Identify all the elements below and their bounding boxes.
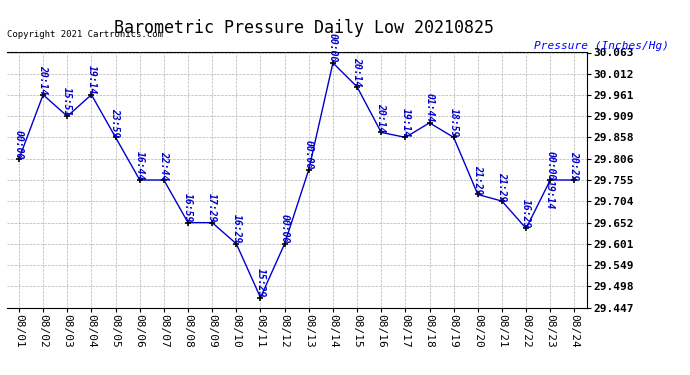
Text: 00:00: 00:00 (328, 33, 338, 63)
Text: 15:29: 15:29 (255, 268, 266, 298)
Text: 00:00: 00:00 (545, 151, 555, 180)
Text: 19:14: 19:14 (545, 180, 555, 209)
Text: Barometric Pressure Daily Low 20210825: Barometric Pressure Daily Low 20210825 (114, 19, 493, 37)
Text: 16:29: 16:29 (231, 214, 241, 244)
Text: 23:59: 23:59 (110, 108, 121, 137)
Text: 00:00: 00:00 (279, 214, 290, 244)
Text: 00:00: 00:00 (304, 140, 314, 170)
Text: 16:59: 16:59 (183, 193, 193, 223)
Text: 16:44: 16:44 (135, 151, 145, 180)
Text: 15:51: 15:51 (62, 87, 72, 116)
Text: 22:44: 22:44 (159, 151, 169, 180)
Text: 00:00: 00:00 (14, 129, 24, 159)
Text: 20:14: 20:14 (352, 57, 362, 87)
Text: 20:14: 20:14 (38, 65, 48, 95)
Text: Pressure (Inches/Hg): Pressure (Inches/Hg) (534, 41, 669, 51)
Text: 19:14: 19:14 (86, 65, 97, 95)
Text: Copyright 2021 Cartronics.com: Copyright 2021 Cartronics.com (7, 30, 163, 39)
Text: 20:14: 20:14 (376, 103, 386, 132)
Text: 21:29: 21:29 (497, 172, 507, 201)
Text: 16:29: 16:29 (521, 199, 531, 228)
Text: 18:59: 18:59 (448, 108, 459, 137)
Text: 17:29: 17:29 (207, 193, 217, 223)
Text: 21:29: 21:29 (473, 165, 483, 195)
Text: 19:14: 19:14 (400, 108, 411, 137)
Text: 01:44: 01:44 (424, 93, 435, 123)
Text: 20:29: 20:29 (569, 151, 580, 180)
